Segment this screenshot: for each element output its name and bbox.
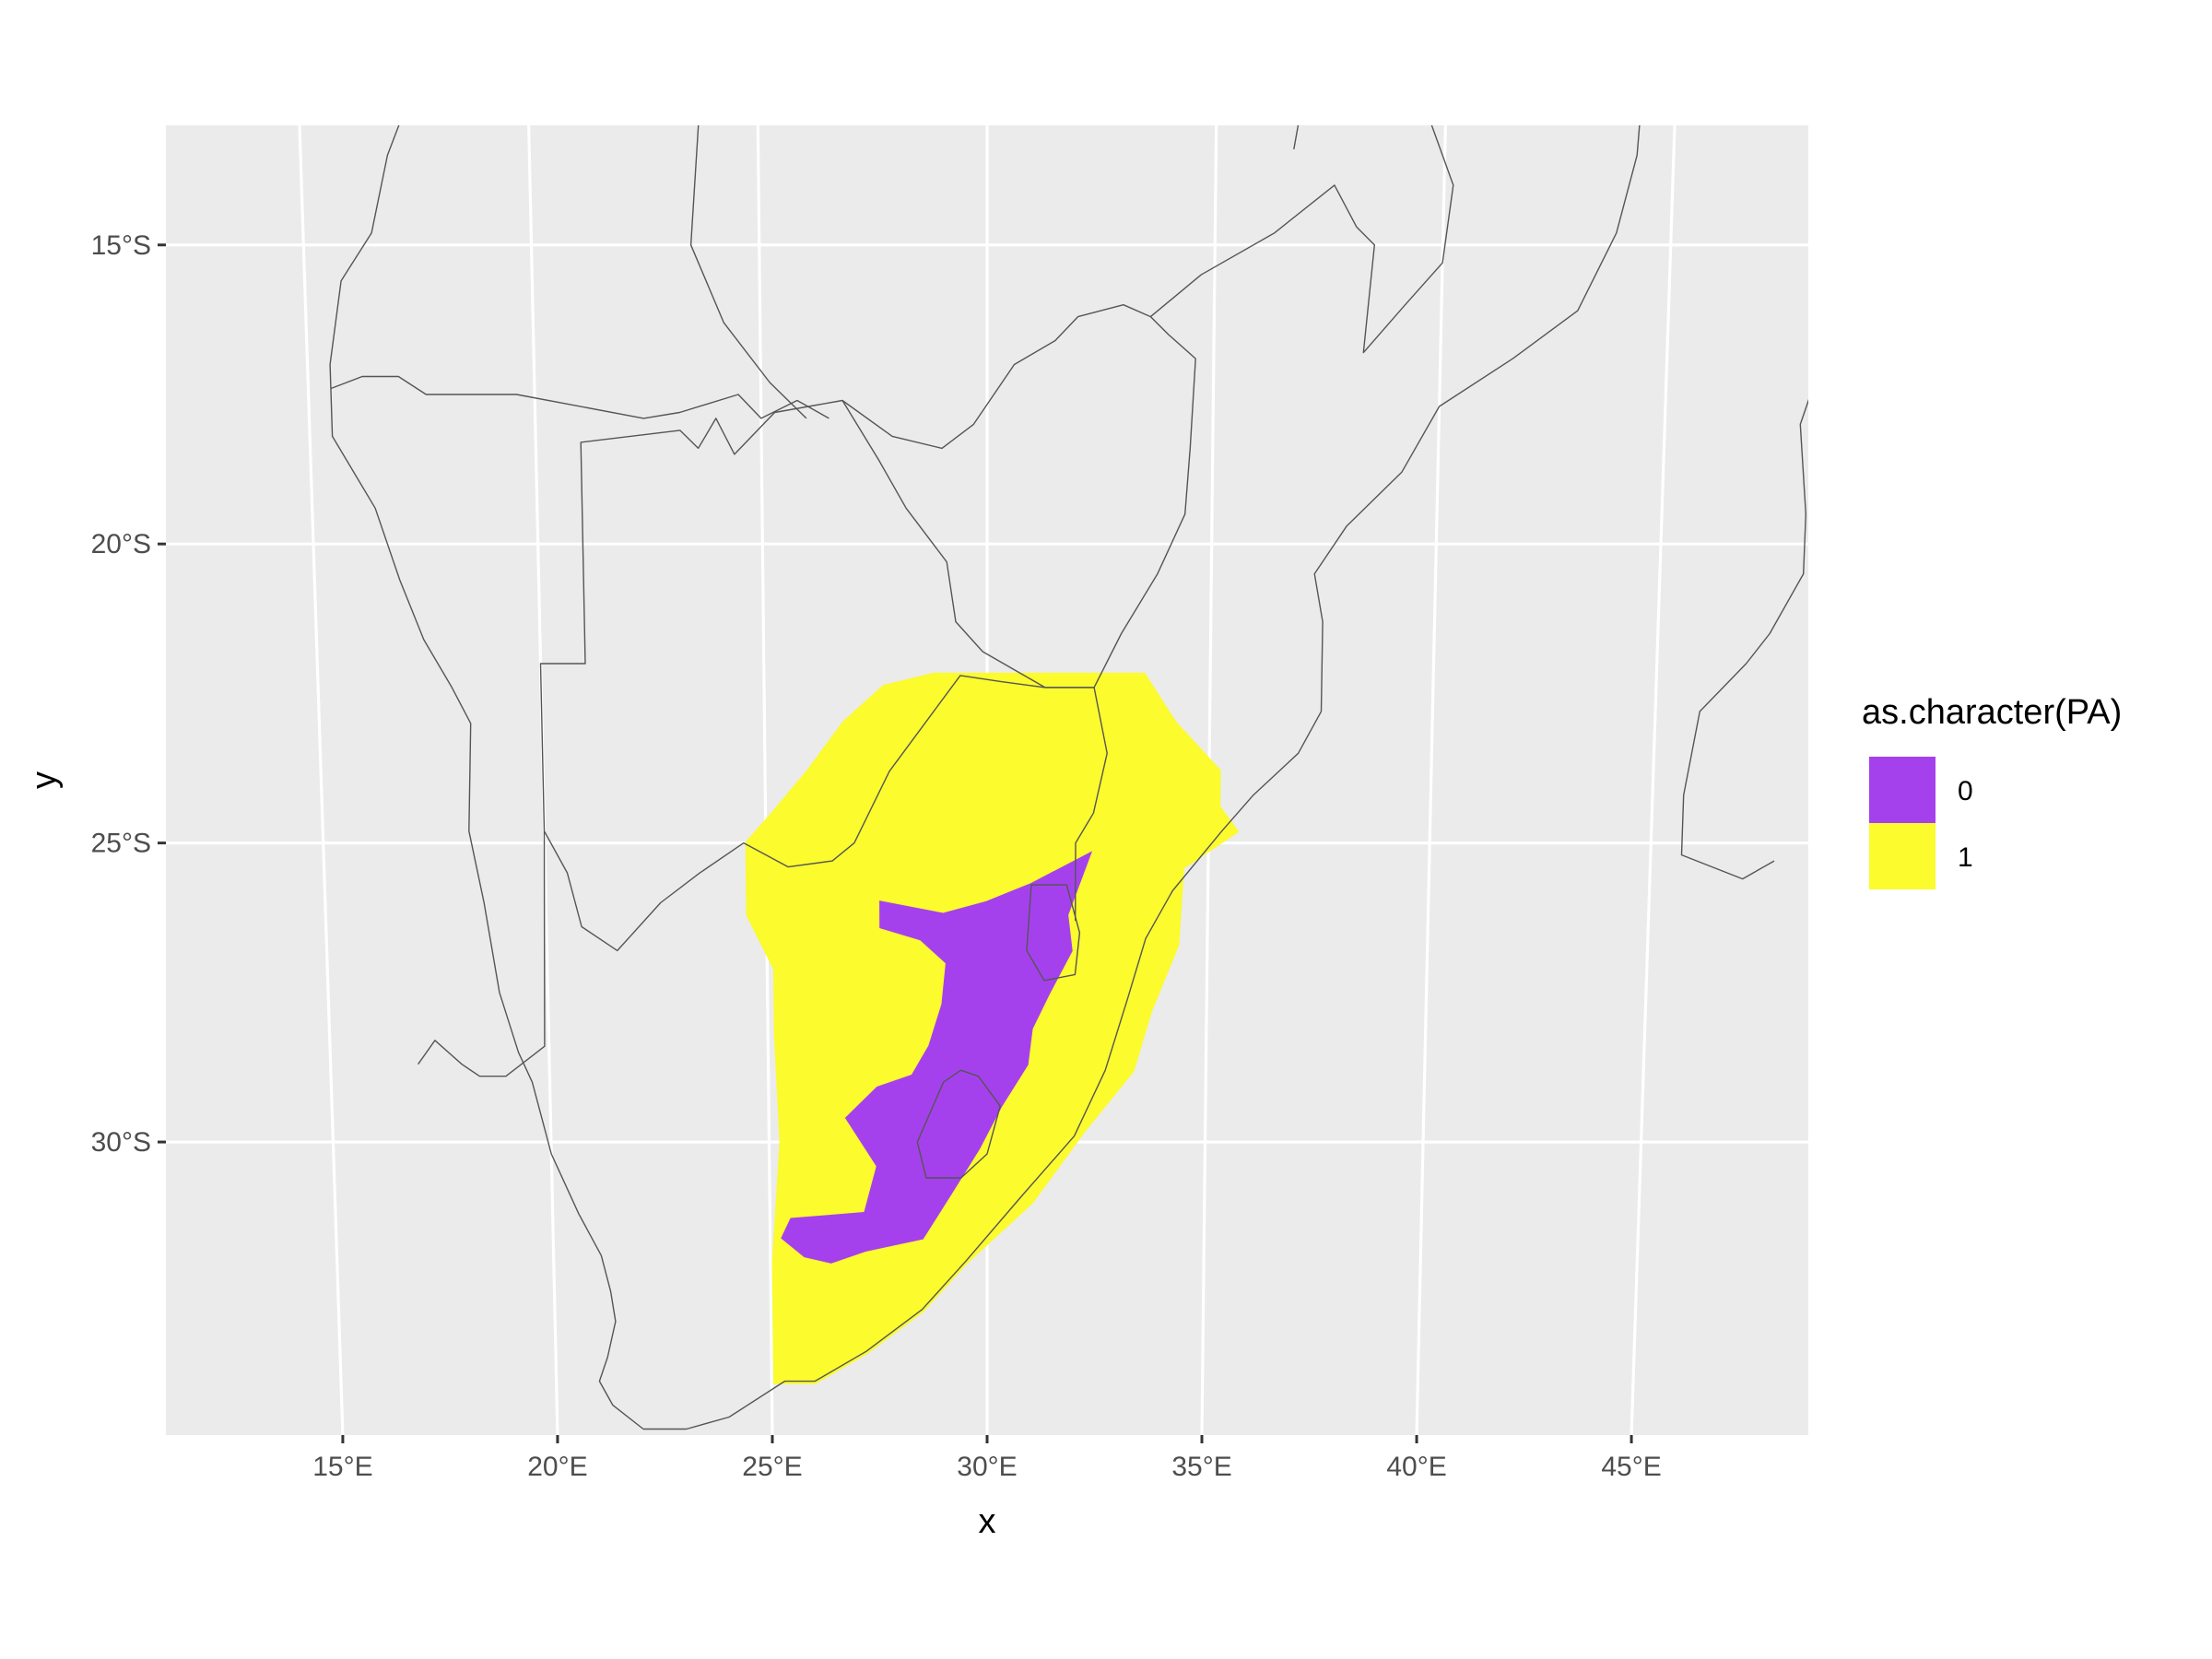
y-axis-ticks: 15°S 20°S 25°S 30°S	[91, 230, 166, 1158]
border-line-3	[543, 675, 1095, 952]
legend: as.character(PA) 0 1	[1862, 693, 2122, 889]
grid-lon-0	[298, 125, 345, 1435]
y-tick-label-1: 20°S	[91, 529, 151, 559]
y-tick-label-3: 30°S	[91, 1127, 151, 1158]
border-line-1	[330, 375, 830, 419]
y-axis-title: y	[25, 771, 64, 789]
border-line-10	[1293, 125, 1300, 150]
grid-lon-2	[756, 125, 774, 1435]
x-axis-ticks: 15°E 20°E 25°E 30°E 35°E 40°E 45°E	[312, 1435, 1662, 1482]
legend-label-0: 0	[1958, 776, 1973, 806]
legend-title: as.character(PA)	[1862, 693, 2122, 732]
border-line-5	[1044, 687, 1108, 922]
grid-lon-6	[1630, 125, 1677, 1435]
absence-region	[781, 851, 1093, 1264]
border-line-4	[841, 400, 1046, 688]
border-line-6	[1026, 884, 1081, 982]
x-axis-title: x	[979, 1502, 996, 1541]
border-line-7	[916, 1069, 1001, 1179]
x-tick-label-0: 15°E	[312, 1452, 372, 1482]
country-borders	[329, 65, 1808, 1430]
border-line-8	[689, 125, 807, 419]
x-tick-label-6: 45°E	[1601, 1452, 1661, 1482]
border-line-0	[329, 125, 1641, 1430]
legend-label-1: 1	[1958, 842, 1973, 873]
x-tick-label-3: 30°E	[957, 1452, 1017, 1482]
y-tick-label-0: 15°S	[91, 230, 151, 261]
x-tick-label-5: 40°E	[1386, 1452, 1446, 1482]
border-line-11	[1001, 65, 1019, 96]
legend-key-0	[1869, 757, 1936, 823]
border-line-9	[1149, 125, 1454, 354]
border-line-12	[1680, 398, 1808, 880]
x-tick-label-1: 20°E	[527, 1452, 587, 1482]
y-tick-label-2: 25°S	[91, 829, 151, 859]
legend-key-1	[1869, 823, 1936, 889]
x-tick-label-4: 35°E	[1171, 1452, 1231, 1482]
x-tick-label-2: 25°E	[742, 1452, 802, 1482]
